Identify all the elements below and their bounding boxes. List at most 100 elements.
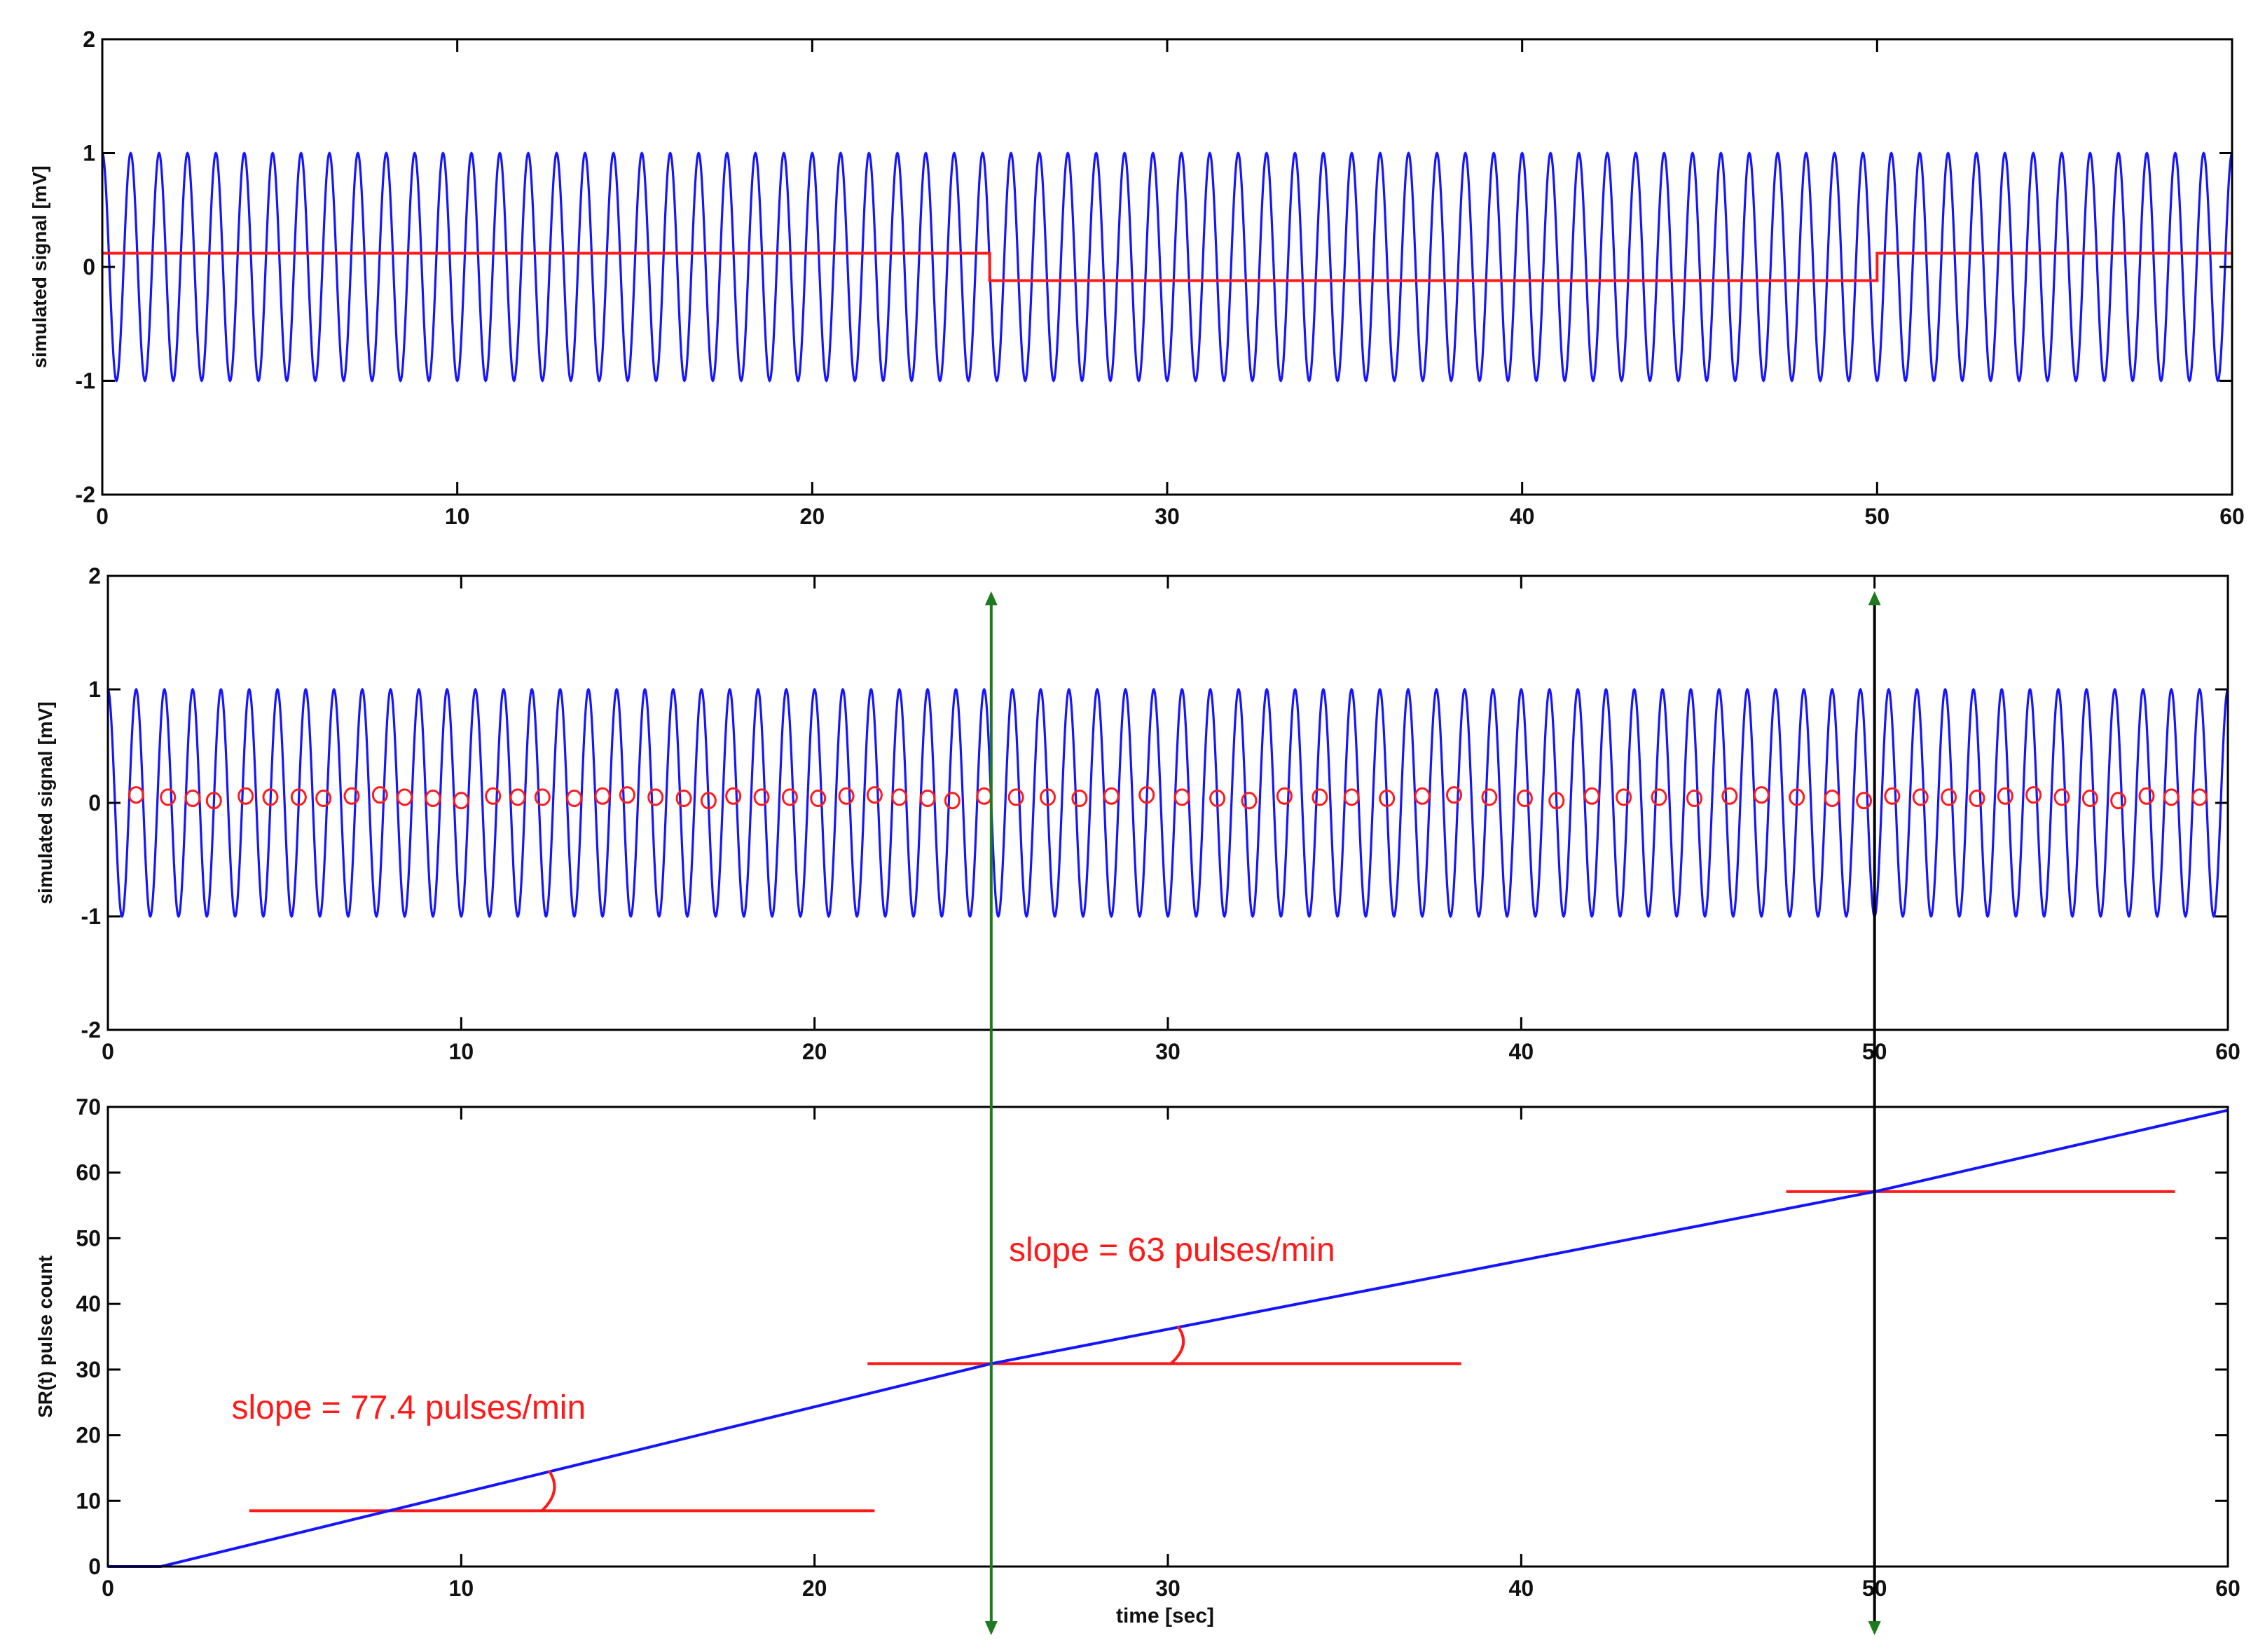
circle-marker: [1312, 788, 1328, 806]
circle-marker: [1969, 790, 1985, 808]
x-tick-label: 60: [2219, 504, 2245, 529]
circle-marker: [1651, 788, 1667, 806]
circle-marker: [1343, 788, 1360, 806]
circle-marker: [205, 792, 222, 810]
angle-arc-2: [1169, 1326, 1185, 1365]
circle-marker: [1071, 790, 1088, 808]
y-tick-label: 2: [83, 27, 95, 52]
annotation-slope-2: slope = 63 pulses/min: [1009, 1232, 1335, 1269]
y-tick-label: 10: [76, 1488, 101, 1513]
arrow-down: [984, 1621, 998, 1635]
y-tick-label: 0: [83, 254, 95, 280]
circle-marker: [753, 788, 770, 806]
circle-marker: [485, 787, 502, 805]
signal-series-middle: [106, 687, 2229, 918]
x-tick-label: 10: [445, 504, 470, 529]
circle-marker: [1040, 788, 1056, 806]
x-tick-label: 50: [1865, 504, 1890, 529]
circle-marker: [1753, 786, 1770, 804]
circle-marker: [1103, 787, 1120, 805]
y-tick-label: 60: [76, 1160, 101, 1185]
circle-marker: [2081, 790, 2098, 808]
circle-marker: [128, 786, 144, 804]
circle-marker: [2053, 788, 2070, 806]
circle-marker: [594, 787, 611, 805]
xlabel-bottom: time [sec]: [1116, 1604, 1214, 1627]
plot-frame-bottom: [106, 1106, 2229, 1568]
annotation-slope-1: slope = 77.4 pulses/min: [232, 1389, 586, 1426]
x-tick-label: 60: [2215, 1576, 2240, 1601]
circle-marker: [1481, 788, 1498, 806]
x-tick-label: 60: [2215, 1039, 2240, 1064]
circle-marker: [1912, 788, 1929, 806]
circle-marker: [675, 790, 692, 808]
y-tick-label: 1: [88, 677, 101, 702]
circle-marker: [1686, 790, 1702, 808]
circle-marker: [1379, 790, 1396, 808]
circle-marker: [237, 787, 254, 805]
circle-marker: [397, 788, 413, 806]
circle-marker: [700, 792, 717, 810]
x-tick-label: 20: [802, 1039, 827, 1064]
x-tick-label: 10: [449, 1039, 474, 1064]
circle-marker: [2191, 788, 2208, 806]
arrow-down: [1868, 1621, 1881, 1635]
x-tick-label: 30: [1155, 1039, 1180, 1064]
arrow-up: [1868, 591, 1881, 605]
x-tick-label: 0: [102, 1576, 114, 1601]
circle-marker: [160, 788, 177, 806]
angle-arc-1: [541, 1470, 556, 1512]
x-tick-label: 20: [800, 504, 825, 529]
y-tick-label: 0: [88, 790, 101, 815]
ylabel-bottom: SR(t) pulse count: [34, 1255, 56, 1418]
circle-marker: [891, 788, 908, 806]
y-tick-label: -2: [76, 482, 95, 507]
y-tick-label: 40: [76, 1291, 101, 1316]
circle-marker: [1548, 792, 1565, 810]
circle-marker: [810, 790, 827, 808]
circle-marker: [1516, 790, 1533, 808]
circle-marker: [509, 788, 526, 806]
circle-marker: [1824, 790, 1840, 808]
circle-marker: [1856, 792, 1873, 810]
x-tick-label: 30: [1155, 504, 1180, 529]
circle-marker: [262, 788, 279, 806]
vertical-marker-2: [1868, 591, 1881, 1635]
y-tick-label: -2: [81, 1017, 101, 1042]
circle-marker: [919, 790, 936, 808]
circle-marker: [944, 792, 961, 810]
circle-marker: [2110, 792, 2127, 810]
circle-marker: [290, 788, 307, 806]
circle-marker: [647, 788, 664, 806]
circle-marker: [534, 788, 551, 806]
circle-marker: [566, 790, 583, 808]
circle-marker: [453, 792, 469, 810]
x-tick-label: 30: [1155, 1576, 1180, 1601]
ylabel-middle: simulated signal [mV]: [34, 701, 56, 904]
ylabel-top: simulated signal [mV]: [29, 165, 50, 368]
circle-marker: [838, 787, 855, 805]
circle-marker: [1941, 788, 1957, 806]
circle-marker: [1138, 786, 1155, 804]
x-tick-label: 40: [1510, 504, 1535, 529]
circle-marker: [976, 787, 993, 805]
vertical-marker-1: [984, 591, 998, 1635]
circle-marker: [619, 786, 635, 804]
circle-marker: [1997, 787, 2013, 805]
x-tick-label: 0: [96, 504, 109, 529]
x-tick-label: 20: [802, 1576, 827, 1601]
y-tick-label: -1: [76, 369, 95, 394]
axes-top: 0 10 20 30 40 50 60 -2 -1 0 1 2: [76, 27, 2245, 529]
y-tick-label: 30: [76, 1357, 101, 1382]
circle-marker: [1414, 787, 1431, 805]
pulse-count-series: [108, 1108, 2229, 1568]
step-series-top: [102, 252, 2232, 282]
x-tick-label: 40: [1509, 1039, 1534, 1064]
y-tick-label: 0: [88, 1554, 101, 1579]
circle-marker: [1173, 788, 1190, 806]
circle-marker: [1884, 787, 1901, 805]
signal-series-top: [101, 151, 2233, 383]
arrow-up: [984, 591, 998, 605]
circle-marker: [781, 788, 798, 806]
